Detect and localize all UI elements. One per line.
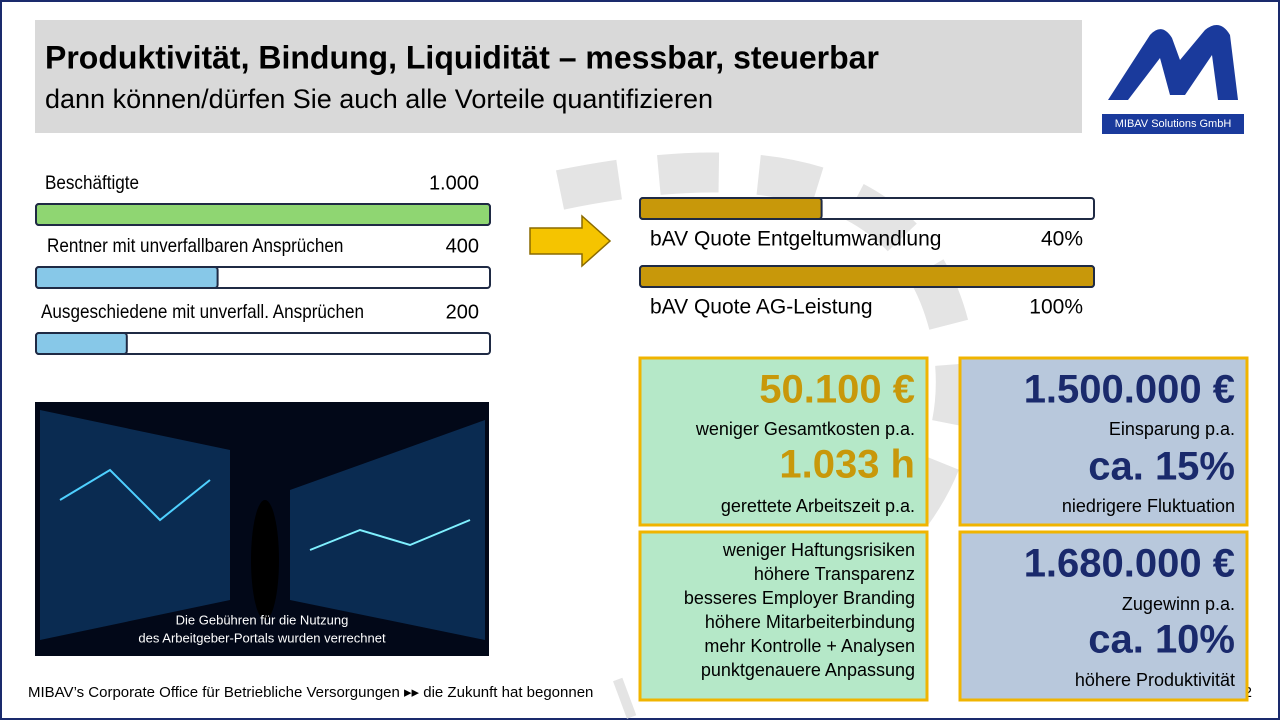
kpi-value: ca. 15% [1088, 445, 1235, 489]
screen-line [309, 519, 471, 551]
title: Produktivität, Bindung, Liquidität – mes… [45, 39, 879, 75]
image-caption: Die Gebühren für die Nutzung [176, 612, 349, 627]
bar-fill [639, 197, 823, 220]
kpi-text: Einsparung p.a. [1109, 419, 1235, 439]
bar-label: bAV Quote Entgeltumwandlung [650, 228, 941, 251]
kpi-text: weniger Gesamtkosten p.a. [695, 419, 915, 439]
kpi-text: gerettete Arbeitszeit p.a. [721, 496, 915, 516]
kpi-value: ca. 10% [1088, 618, 1235, 662]
logo-mark [1108, 25, 1238, 100]
logo-text: MIBAV Solutions GmbH [1115, 118, 1232, 130]
screen [290, 420, 485, 640]
bar-label: Rentner mit unverfallbaren Ansprüchen [47, 235, 343, 256]
kpi-value: 1.500.000 € [1024, 368, 1235, 412]
screen-line [59, 468, 211, 522]
bar-value: 100% [1029, 296, 1083, 319]
kpi-text: höhere Transparenz [754, 564, 915, 584]
kpi-text: Zugewinn p.a. [1122, 594, 1235, 614]
subtitle: dann können/dürfen Sie auch alle Vorteil… [45, 84, 713, 114]
kpi-value: 50.100 € [759, 368, 915, 412]
image-caption: des Arbeitgeber-Portals wurden verrechne… [138, 630, 386, 645]
bar-fill [35, 332, 128, 355]
footer: MIBAV’s Corporate Office für Betrieblich… [28, 684, 593, 701]
kpi-text: niedrigere Fluktuation [1062, 496, 1235, 516]
arrow [529, 214, 612, 268]
kpi-text: mehr Kontrolle + Analysen [704, 636, 915, 656]
kpi-text: höhere Produktivität [1075, 670, 1235, 690]
title-box [35, 20, 1082, 133]
person [251, 500, 279, 620]
logo: MIBAV Solutions GmbH [1102, 25, 1244, 134]
bar-label: Ausgeschiedene mit unverfall. Ansprüchen [41, 301, 364, 322]
bar-fill [639, 265, 1095, 288]
kpi-text: höhere Mitarbeiterbindung [705, 612, 915, 632]
kpi-value: 1.033 h [779, 443, 915, 487]
bar-value: 40% [1041, 228, 1083, 251]
kpi-text: punktgenauere Anpassung [701, 660, 915, 680]
kpi-text: besseres Employer Branding [684, 588, 915, 608]
kpi-box [958, 356, 1249, 527]
kpi-box [638, 356, 929, 527]
bar-value: 400 [446, 235, 479, 257]
bar-value: 200 [446, 301, 479, 323]
bar-fill [35, 203, 491, 226]
bar-value: 1.000 [429, 172, 479, 194]
kpi-box [638, 530, 929, 702]
image-art [40, 410, 485, 640]
screen [40, 410, 230, 640]
bar-fill [35, 266, 219, 289]
logo-band [1102, 114, 1244, 134]
bar-label: bAV Quote AG-Leistung [650, 296, 873, 319]
kpi-box [958, 530, 1249, 702]
kpi-value: 1.680.000 € [1024, 542, 1235, 586]
kpi-text: weniger Haftungsrisiken [722, 540, 915, 560]
bar-label: Beschäftigte [45, 172, 139, 193]
